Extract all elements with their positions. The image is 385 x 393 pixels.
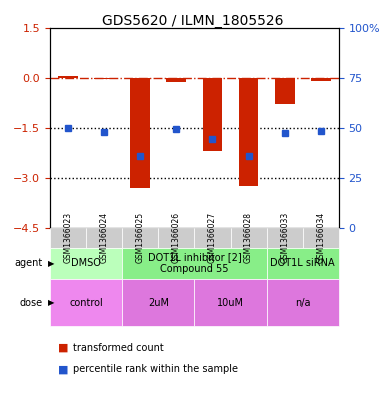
Text: ▶: ▶ — [48, 298, 55, 307]
Bar — [94, 78, 114, 79]
Text: DOT1L inhibitor [2]
Compound 55: DOT1L inhibitor [2] Compound 55 — [147, 253, 241, 274]
Text: agent: agent — [14, 258, 42, 268]
Text: DMSO: DMSO — [71, 258, 101, 268]
Bar — [239, 78, 258, 186]
Text: GSM1366033: GSM1366033 — [280, 212, 289, 263]
Text: 10uM: 10uM — [217, 298, 244, 308]
Text: GDS5620 / ILMN_1805526: GDS5620 / ILMN_1805526 — [102, 14, 283, 28]
Text: GSM1366025: GSM1366025 — [136, 212, 145, 263]
Text: ■: ■ — [58, 364, 68, 375]
Text: DOT1L siRNA: DOT1L siRNA — [270, 258, 335, 268]
Text: GSM1366027: GSM1366027 — [208, 212, 217, 263]
Text: control: control — [69, 298, 103, 308]
Text: ■: ■ — [58, 343, 68, 353]
Text: GSM1366026: GSM1366026 — [172, 212, 181, 263]
Text: GSM1366028: GSM1366028 — [244, 212, 253, 263]
Text: transformed count: transformed count — [73, 343, 164, 353]
Text: 2uM: 2uM — [148, 298, 169, 308]
Bar — [311, 78, 331, 81]
Bar — [203, 78, 223, 151]
Text: dose: dose — [19, 298, 42, 308]
Bar — [275, 78, 295, 105]
Text: GSM1366023: GSM1366023 — [64, 212, 73, 263]
Bar — [166, 78, 186, 82]
Text: ▶: ▶ — [48, 259, 55, 268]
Text: GSM1366024: GSM1366024 — [100, 212, 109, 263]
Bar — [58, 76, 78, 78]
Bar — [131, 78, 150, 188]
Text: n/a: n/a — [295, 298, 310, 308]
Text: GSM1366034: GSM1366034 — [316, 212, 325, 263]
Text: percentile rank within the sample: percentile rank within the sample — [73, 364, 238, 375]
